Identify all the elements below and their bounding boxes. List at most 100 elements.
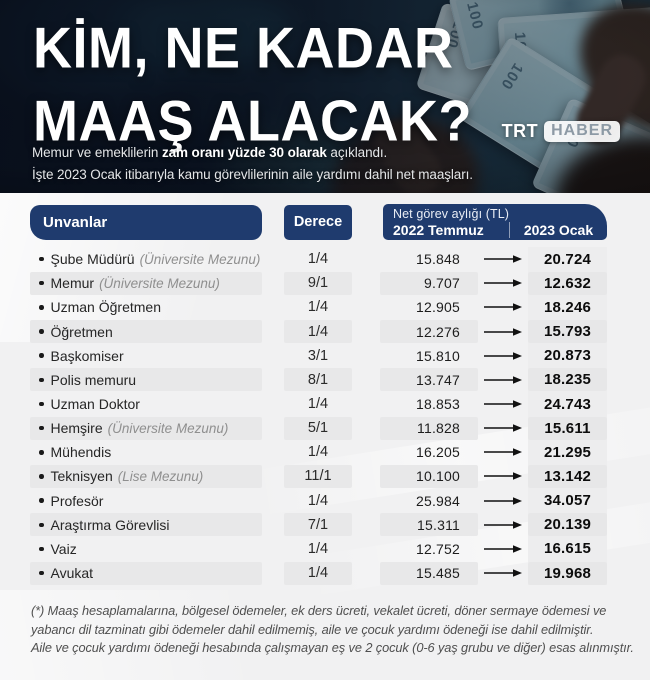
row-value-2022: 11.828: [380, 416, 478, 440]
row-value-2023: 18.246: [543, 298, 592, 316]
footnote-line: Aile ve çocuk yardımı ödeneği hesabında …: [31, 640, 634, 656]
bullet-icon: [39, 353, 44, 358]
row-title-cell: Şube Müdürü (Üniversite Mezunu): [30, 248, 262, 271]
row-value-2023: 34.057: [543, 492, 592, 510]
bullet-icon: [39, 546, 44, 552]
row-derece: 1/4: [284, 561, 352, 585]
row-title: Avukat: [50, 565, 94, 582]
row-value-2022: 16.205: [415, 444, 460, 461]
row-value-2023: 20.873: [543, 347, 592, 365]
row-value-2023: 15.793: [528, 320, 607, 343]
row-value-2023: 24.743: [543, 395, 592, 413]
row-value-2023: 21.295: [543, 443, 592, 461]
table-row: Vaiz 1/4 12.752 16.615: [0, 537, 650, 561]
increase-arrow-icon: [481, 344, 525, 367]
increase-arrow-icon: [481, 272, 525, 295]
row-title: Memur: [50, 275, 95, 292]
row-value-2023: 20.139: [528, 513, 607, 536]
column-band-2023-ocak: [528, 247, 607, 585]
row-title-cell: Uzman Öğretmen: [30, 296, 262, 319]
subtitle-line2: İşte 2023 Ocak itibarıyla kamu görevlile…: [32, 166, 473, 182]
footnote-line: yabancı dil tazminatı gibi ödemeler dahi…: [31, 621, 594, 637]
row-derece: 8/1: [284, 368, 352, 392]
bullet-icon: [39, 498, 44, 503]
table-row: Teknisyen (Lise Mezunu) 11/1 10.100 13.1…: [0, 464, 650, 489]
haber-logo-box: HABER: [544, 121, 620, 142]
table-row: Öğretmen 1/4 12.276 15.793: [0, 319, 650, 344]
row-value-2022: 18.853: [415, 396, 460, 413]
bullet-icon: [39, 425, 44, 431]
row-title-cell: Araştırma Görevlisi: [30, 513, 262, 537]
row-title-cell: Polis memuru: [30, 368, 262, 392]
increase-arrow-icon: [481, 537, 525, 560]
row-value-2022: 10.100: [380, 464, 478, 489]
bullet-icon: [39, 570, 44, 576]
table-row: Memur (Üniversite Mezunu) 9/1 9.707 12.6…: [0, 271, 650, 295]
row-derece: 1/4: [307, 492, 329, 509]
increase-arrow-icon: [481, 248, 525, 271]
net-gorev-sub-headers: 2022 Temmuz 2023 Ocak: [393, 222, 607, 238]
row-value-2023: 19.968: [528, 562, 607, 585]
row-title-cell: Başkomiser: [30, 344, 262, 367]
row-title: Şube Müdürü: [50, 251, 135, 268]
row-derece: 11/1: [284, 464, 352, 489]
increase-arrow-icon: [481, 513, 525, 536]
table-row: Uzman Doktor 1/4 18.853 24.743: [0, 392, 650, 416]
bullet-icon: [39, 522, 44, 528]
row-title: Hemşire: [50, 420, 103, 437]
column-header-net-gorev-ayligi: Net görev aylığı (TL) 2022 Temmuz 2023 O…: [383, 204, 607, 240]
row-derece: 1/4: [307, 299, 329, 316]
header-subtitle: Memur ve emeklilerin zam oranı yüzde 30 …: [32, 142, 473, 185]
row-title: Başkomiser: [50, 347, 124, 364]
row-title: Öğretmen: [50, 323, 113, 340]
header-divider: [509, 222, 510, 238]
row-value-2023: 13.142: [528, 465, 607, 488]
footnote: (*) Maaş hesaplamalarına, bölgesel ödeme…: [31, 602, 634, 658]
table-row: Polis memuru 8/1 13.747 18.235: [0, 368, 650, 392]
row-title: Uzman Doktor: [50, 396, 140, 413]
bullet-icon: [39, 474, 44, 479]
row-title-cell: Hemşire (Üniversite Mezunu): [30, 416, 262, 440]
row-value-2022: 13.747: [380, 368, 478, 392]
row-derece: 1/4: [307, 396, 329, 413]
trt-haber-logo: TRT HABER: [502, 121, 620, 142]
row-title: Uzman Öğretmen: [50, 299, 161, 316]
bullet-icon: [39, 401, 44, 407]
row-title-cell: Memur (Üniversite Mezunu): [30, 271, 262, 295]
row-value-2022: 12.905: [415, 299, 460, 316]
row-title: Teknisyen: [50, 468, 113, 485]
photo-dark-overlay: [0, 0, 650, 193]
increase-arrow-icon: [481, 368, 525, 391]
table-row: Mühendis 1/4 16.205 21.295: [0, 440, 650, 464]
row-title-cell: Profesör: [30, 489, 262, 512]
row-value-2022: 12.276: [380, 319, 478, 344]
bullet-icon: [39, 280, 44, 286]
row-qualifier: (Lise Mezunu): [117, 468, 204, 484]
page-title-line2: MAAŞ ALACAK?: [33, 89, 472, 154]
page-title: KİM, NE KADAR MAAŞ ALACAK?: [33, 12, 472, 158]
row-title-cell: Öğretmen: [30, 319, 262, 344]
footnote-line: (*) Maaş hesaplamalarına, bölgesel ödeme…: [31, 603, 607, 618]
row-derece: 1/4: [307, 540, 329, 557]
row-title-cell: Avukat: [30, 561, 262, 585]
row-title-cell: Teknisyen (Lise Mezunu): [30, 464, 262, 489]
increase-arrow-icon: [481, 465, 525, 488]
column-header-2022-temmuz: 2022 Temmuz: [393, 222, 484, 238]
row-title-cell: Mühendis: [30, 441, 262, 464]
bullet-icon: [39, 305, 44, 310]
photo-vignette: [0, 0, 650, 193]
header-banner: 100 100 100 100 100 KİM, NE KADAR MAAŞ A…: [0, 0, 650, 193]
row-value-2023: 16.615: [543, 540, 592, 558]
subtitle-suffix: açıklandı.: [326, 145, 388, 160]
row-derece: 7/1: [284, 513, 352, 537]
column-header-derece: Derece: [284, 205, 352, 240]
trt-logo-text: TRT: [501, 121, 539, 141]
table-row: Başkomiser 3/1 15.810 20.873: [0, 344, 650, 368]
row-value-2023: 15.611: [528, 417, 607, 440]
bullet-icon: [39, 329, 44, 334]
column-header-unvanlar: Unvanlar: [30, 205, 262, 240]
table-row: Profesör 1/4 25.984 34.057: [0, 489, 650, 513]
increase-arrow-icon: [481, 489, 525, 512]
row-value-2022: 15.311: [380, 513, 478, 537]
row-title-cell: Vaiz: [30, 537, 262, 560]
